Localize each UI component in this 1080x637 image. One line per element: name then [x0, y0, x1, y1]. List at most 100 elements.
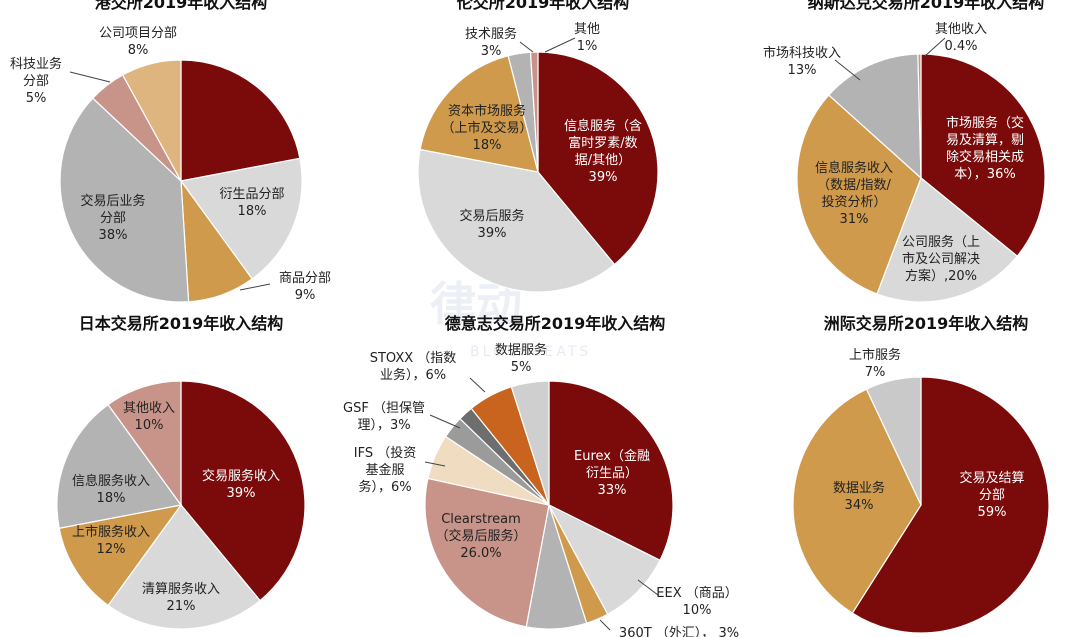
- pie-slice: [548, 380, 674, 562]
- slice-data-label: 交易及结算分部 59%: [959, 470, 1024, 520]
- chart-title: 伦交所2019年收入结构: [457, 0, 630, 12]
- pie-slice: [529, 51, 539, 173]
- slice-label-line: 5%: [511, 360, 532, 375]
- pie-slice: [796, 94, 922, 295]
- slice-data-label: 市场服务（交易及清算，剔除交易相关成本），36%: [946, 115, 1024, 182]
- slice-label-line: 7%: [865, 365, 886, 380]
- pie-slice: [180, 59, 301, 182]
- slice-data-label: 数据服务 5%: [495, 342, 547, 375]
- slice-label-line: 360T （外汇）， 3%: [619, 626, 739, 637]
- slice-label-line: 33%: [598, 483, 627, 498]
- slice-label-line: 22%: [286, 84, 315, 99]
- slice-data-label: 衍生品分部 18%: [219, 187, 284, 219]
- slice-label-line: 其他收入: [935, 22, 987, 37]
- slice-data-label: 其他收入 0.4%: [935, 22, 987, 54]
- slice-label-line: STOXX （指数: [370, 351, 457, 366]
- slice-label-line: 市场科技收入: [763, 45, 841, 61]
- slice-label-line: 公司服务（上: [902, 234, 980, 250]
- slice-data-label: 上市服务收入 12%: [72, 524, 150, 557]
- slice-label-line: 数据业务: [833, 480, 885, 496]
- pie-slice: [920, 53, 1046, 258]
- slice-label-line: 34%: [845, 498, 874, 513]
- slice-data-label: 交易后业务分部 38%: [80, 193, 145, 243]
- pie-slice: [510, 380, 550, 506]
- slice-label-line: 现货分部: [274, 66, 326, 82]
- slice-data-label: 数据业务 34%: [833, 480, 885, 513]
- slice-label-line: 理），3%: [357, 418, 410, 433]
- slice-label-line: 分部: [100, 211, 126, 226]
- slice-label-line: 1%: [577, 39, 598, 54]
- slice-label-line: 9%: [295, 288, 316, 303]
- slice-label-line: 清算服务收入: [142, 581, 220, 597]
- pie-slice: [121, 59, 182, 182]
- pie-slice: [537, 51, 659, 266]
- slice-data-label: IFS （投资基金服务），6%: [354, 445, 416, 495]
- leader-line: [834, 59, 861, 81]
- pie-slice: [417, 148, 616, 293]
- leader-line: [637, 579, 659, 596]
- slice-label-line: 12%: [97, 542, 126, 557]
- slice-label-line: 公司项目分部: [99, 26, 177, 41]
- pie-slice: [419, 55, 539, 173]
- slice-data-label: 科技业务分部 5%: [10, 56, 62, 106]
- slice-label-line: 38%: [99, 228, 128, 243]
- slice-label-line: 10%: [135, 418, 164, 433]
- pie-slice: [179, 157, 303, 280]
- slice-data-label: STOXX （指数业务），6%: [370, 351, 457, 383]
- slice-label-line: 交易后业务: [80, 193, 145, 209]
- pie-slice: [180, 380, 306, 602]
- leader-line: [544, 37, 576, 53]
- slice-label-line: 信息服务收入: [815, 160, 893, 176]
- pie-slice: [58, 504, 183, 607]
- slice-label-line: 交易后服务: [459, 208, 524, 224]
- slice-label-line: 市场服务（交: [946, 115, 1024, 131]
- slice-label-line: 13%: [788, 63, 817, 78]
- leader-line: [924, 37, 946, 57]
- slice-label-line: 交易服务收入: [202, 468, 280, 484]
- chart-title: 纳斯达克交易所2019年收入结构: [808, 0, 1045, 12]
- pie-slice: [56, 403, 183, 529]
- pie-slice: [827, 53, 922, 180]
- slice-label-line: 方案）,20%: [905, 268, 977, 284]
- slice-label-line: （数据/指数/: [817, 178, 891, 193]
- leader-line: [239, 283, 271, 291]
- slice-data-label: 信息服务（含富时罗素/数据/其他） 39%: [564, 118, 642, 185]
- pie-chart-3: 纳斯达克交易所2019年收入结构市场服务（交易及清算，剔除交易相关成本），36%…: [763, 0, 1046, 303]
- slice-data-label: 交易后服务 39%: [459, 208, 524, 241]
- slice-label-line: 科技业务: [10, 56, 62, 72]
- slice-label-line: 分部: [23, 74, 49, 89]
- pie-slice: [547, 503, 661, 616]
- slice-label-line: 衍生品分部: [219, 187, 284, 202]
- slice-label-line: 8%: [128, 43, 149, 58]
- slice-label-line: 信息服务收入: [72, 473, 150, 489]
- slice-data-label: 交易服务收入 39%: [202, 468, 280, 501]
- chart-title: 日本交易所2019年收入结构: [79, 314, 284, 333]
- slice-label-line: 0.4%: [944, 39, 977, 54]
- leader-line: [424, 461, 446, 467]
- slice-label-line: 26.0%: [460, 546, 501, 561]
- slice-label-line: 31%: [840, 212, 869, 227]
- slice-label-line: 业务），6%: [380, 367, 446, 383]
- slice-label-line: 交易及结算: [959, 470, 1024, 486]
- slice-data-label: 上市服务 7%: [849, 347, 901, 380]
- pie-chart-5: 德意志交易所2019年收入结构 Eurex（金融衍生品） 33% EEX （商品） 10…: [343, 314, 739, 637]
- leader-line: [429, 414, 461, 429]
- slice-label-line: 其他收入: [123, 401, 175, 416]
- slice-label-line: 数据服务: [495, 342, 547, 358]
- watermark-subtext: BLOCKBEATS: [470, 344, 591, 360]
- leader-line: [519, 41, 534, 53]
- slice-label-line: IFS （投资: [354, 445, 416, 461]
- slice-label-line: 商品分部: [279, 271, 331, 286]
- slice-label-line: 本），36%: [954, 167, 1015, 182]
- slice-label-line: 39%: [227, 486, 256, 501]
- pie-slice: [865, 376, 922, 506]
- slice-data-label: 技术服务 3%: [465, 26, 517, 59]
- chart-title: 港交所2019年收入结构: [95, 0, 268, 12]
- slice-label-line: 除交易相关成: [946, 149, 1024, 165]
- chart-title: 德意志交易所2019年收入结构: [445, 314, 666, 333]
- slice-data-label: 商品分部 9%: [279, 271, 331, 303]
- slice-data-label: Clearstream （交易后服务） 26.0%: [435, 512, 526, 561]
